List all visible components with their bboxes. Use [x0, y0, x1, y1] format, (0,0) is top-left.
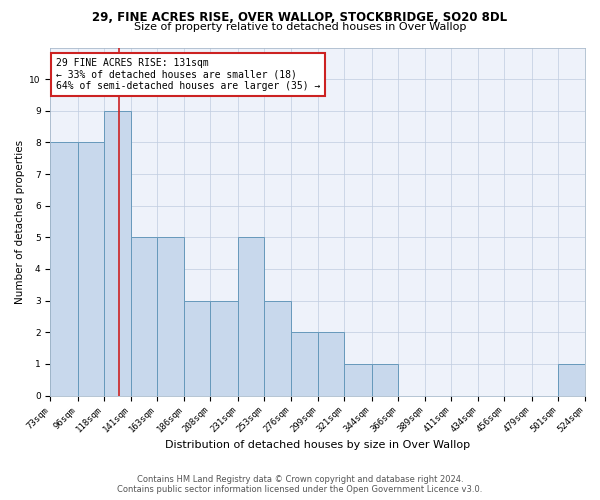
Bar [104, 111, 131, 396]
Bar [371, 364, 398, 396]
Text: Contains HM Land Registry data © Crown copyright and database right 2024.
Contai: Contains HM Land Registry data © Crown c… [118, 474, 482, 494]
Bar [264, 300, 291, 396]
Text: Size of property relative to detached houses in Over Wallop: Size of property relative to detached ho… [134, 22, 466, 32]
Text: 29 FINE ACRES RISE: 131sqm
← 33% of detached houses are smaller (18)
64% of semi: 29 FINE ACRES RISE: 131sqm ← 33% of deta… [56, 58, 320, 91]
X-axis label: Distribution of detached houses by size in Over Wallop: Distribution of detached houses by size … [165, 440, 470, 450]
Bar [344, 364, 371, 396]
Bar [211, 300, 238, 396]
Bar [291, 332, 318, 396]
Bar [184, 300, 211, 396]
Bar [558, 364, 585, 396]
Text: 29, FINE ACRES RISE, OVER WALLOP, STOCKBRIDGE, SO20 8DL: 29, FINE ACRES RISE, OVER WALLOP, STOCKB… [92, 11, 508, 24]
Bar [238, 238, 264, 396]
Bar [50, 142, 77, 396]
Y-axis label: Number of detached properties: Number of detached properties [15, 140, 25, 304]
Bar [318, 332, 344, 396]
Bar [157, 238, 184, 396]
Bar [77, 142, 104, 396]
Bar [131, 238, 157, 396]
